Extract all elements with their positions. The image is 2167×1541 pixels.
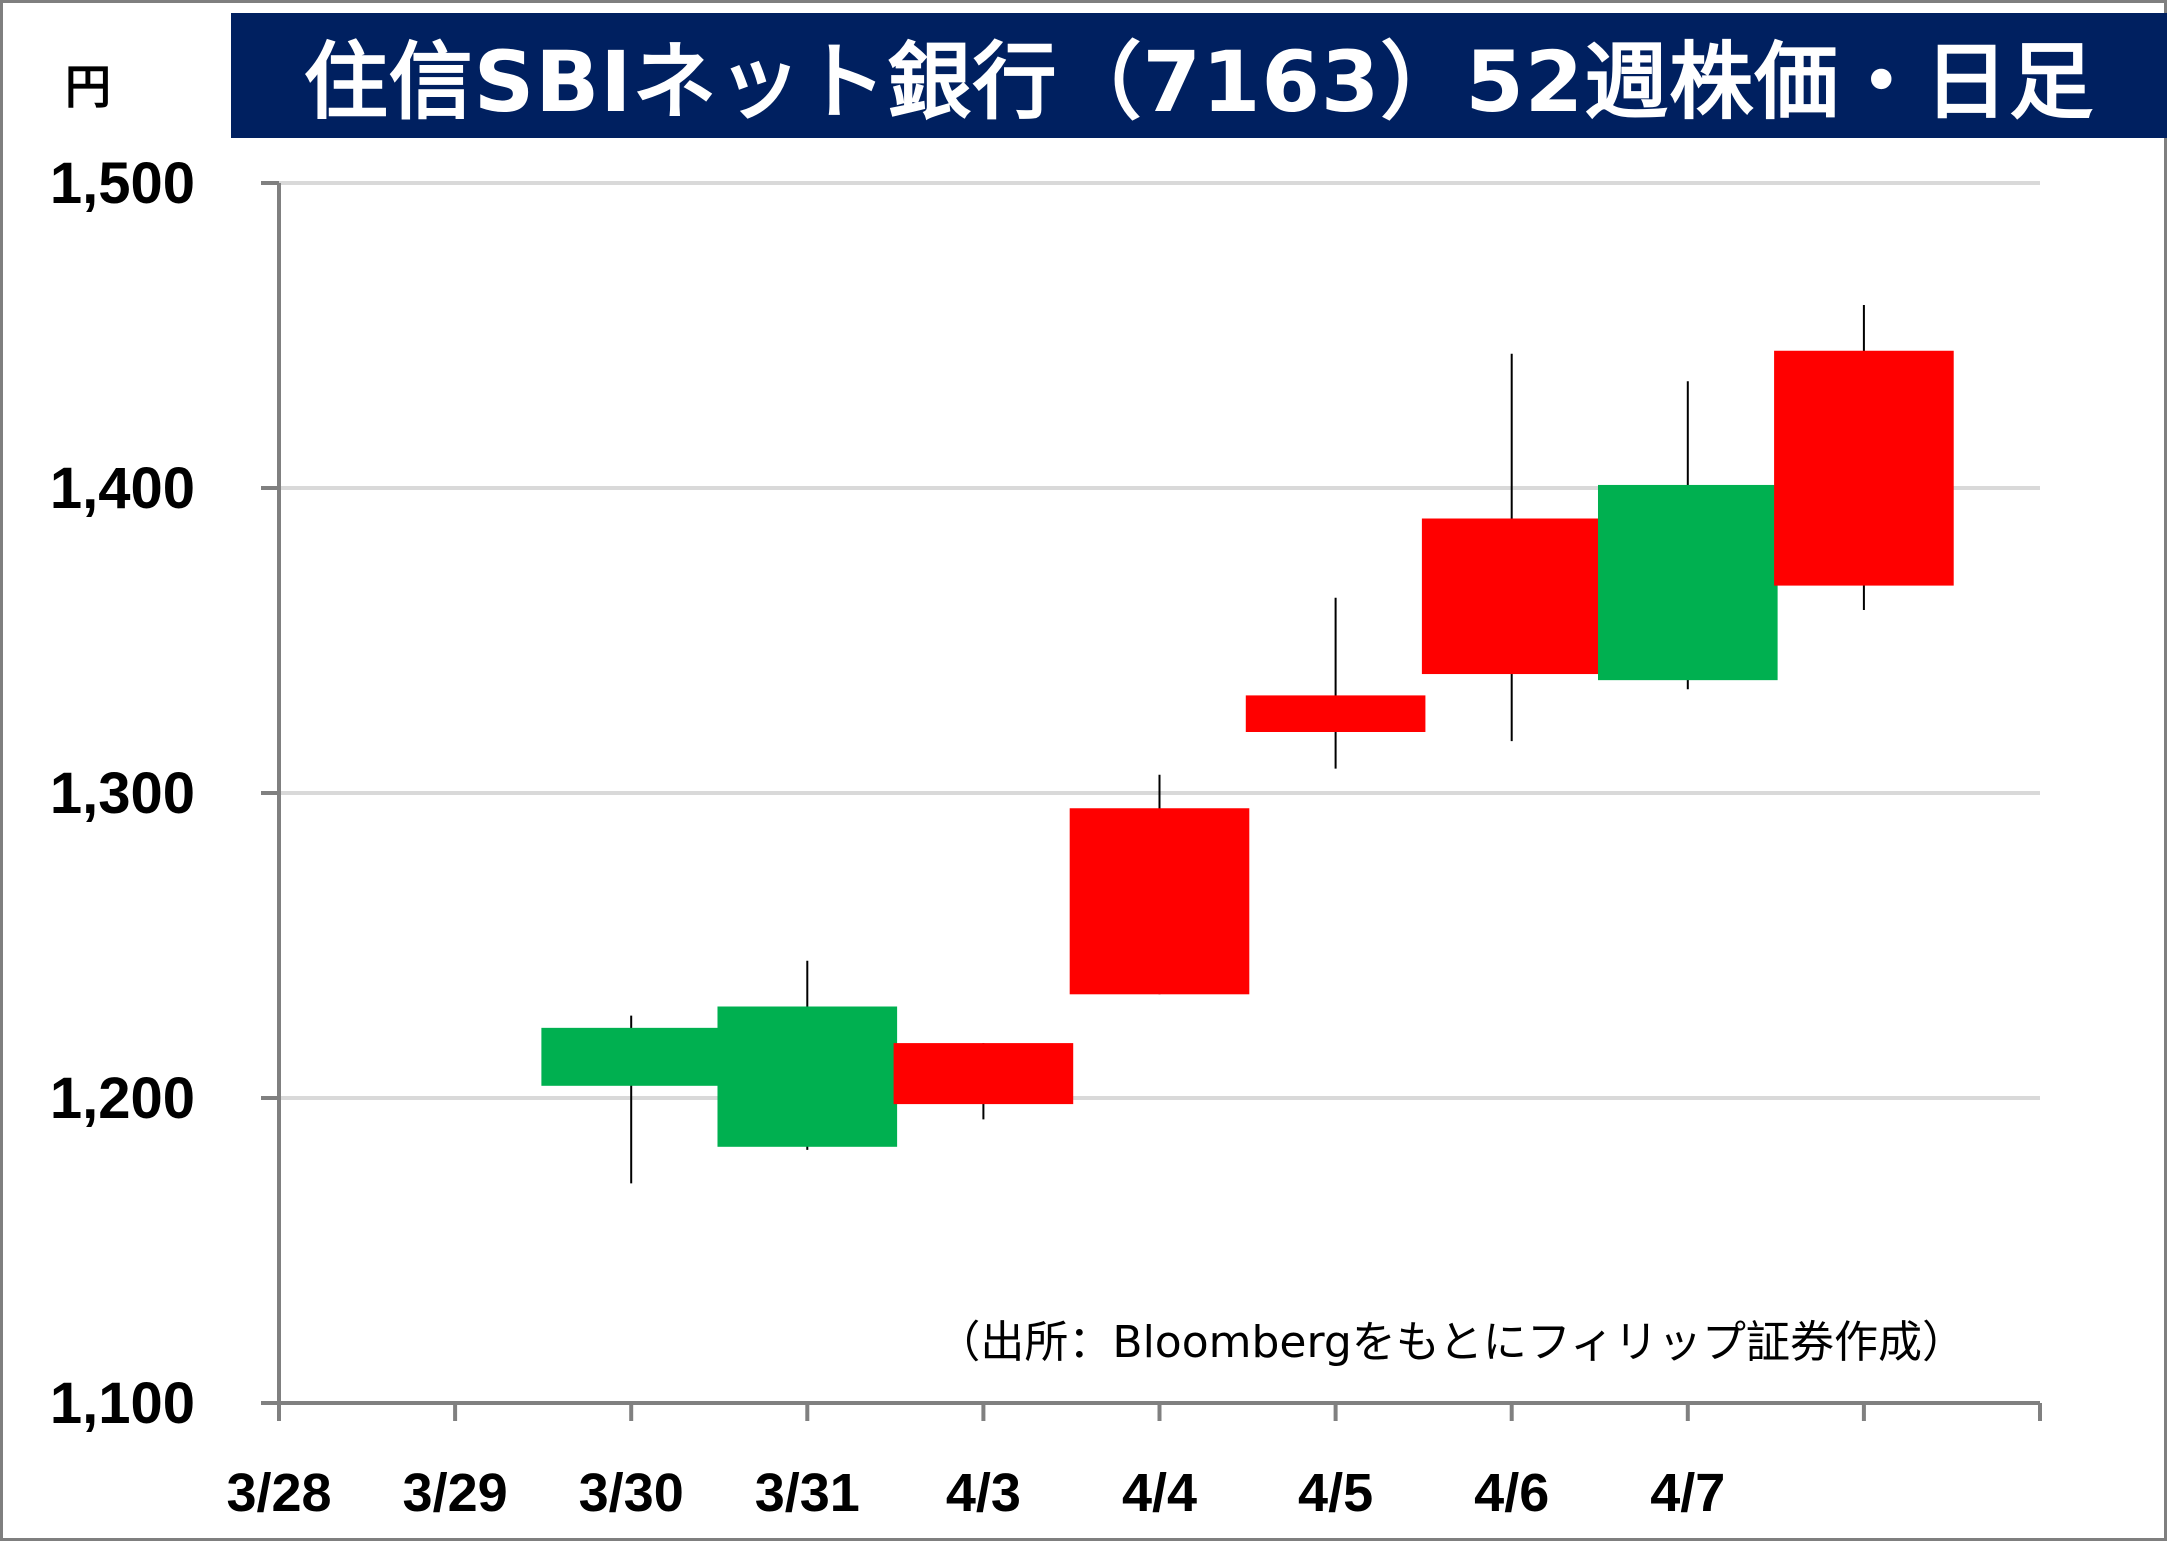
y-tick-label-1400: 1,400 <box>50 456 195 521</box>
y-tick-label-1100: 1,100 <box>50 1371 195 1436</box>
candle-body-4-6 <box>1597 484 1778 681</box>
x-tick-label-3-30: 3/30 <box>579 1463 684 1523</box>
source-note: （出所：Bloombergをもとにフィリップ証券作成） <box>936 1317 1966 1368</box>
x-tick-label-4-3: 4/3 <box>946 1463 1021 1523</box>
x-tick-label-4-4: 4/4 <box>1122 1463 1197 1523</box>
y-axis-unit-label: 円 <box>65 60 111 114</box>
x-tick-label-4-7: 4/7 <box>1650 1463 1725 1523</box>
x-tick-label-3-29: 3/29 <box>403 1463 508 1523</box>
y-tick-labels: 1,100 1,200 1,300 1,400 1,500 <box>50 151 195 1436</box>
x-tick-label-4-5: 4/5 <box>1298 1463 1373 1523</box>
candle-body-4-4 <box>1245 695 1426 732</box>
candle-body-3-30 <box>717 1006 898 1147</box>
candle-bodies <box>541 350 1954 1147</box>
candle-body-4-3 <box>1069 808 1250 995</box>
y-tick-label-1500: 1,500 <box>50 151 195 216</box>
y-tick-label-1200: 1,200 <box>50 1066 195 1131</box>
candle-body-3-29 <box>541 1027 722 1086</box>
x-tick-label-3-28: 3/28 <box>226 1463 331 1523</box>
x-tick-label-3-31: 3/31 <box>755 1463 860 1523</box>
y-tick-label-1300: 1,300 <box>50 761 195 826</box>
chart-title: 住信SBIネット銀行（7163）52週株価・日足 <box>231 13 2167 138</box>
candle-body-4-7 <box>1774 350 1954 586</box>
axes <box>261 181 2042 1421</box>
x-tick-labels: 3/28 3/29 3/30 3/31 4/3 4/4 4/5 4/6 4/7 <box>226 1463 1725 1523</box>
candle-body-4-5 <box>1421 518 1602 675</box>
x-tick-label-4-6: 4/6 <box>1474 1463 1549 1523</box>
candle-body-3-31 <box>893 1043 1074 1105</box>
